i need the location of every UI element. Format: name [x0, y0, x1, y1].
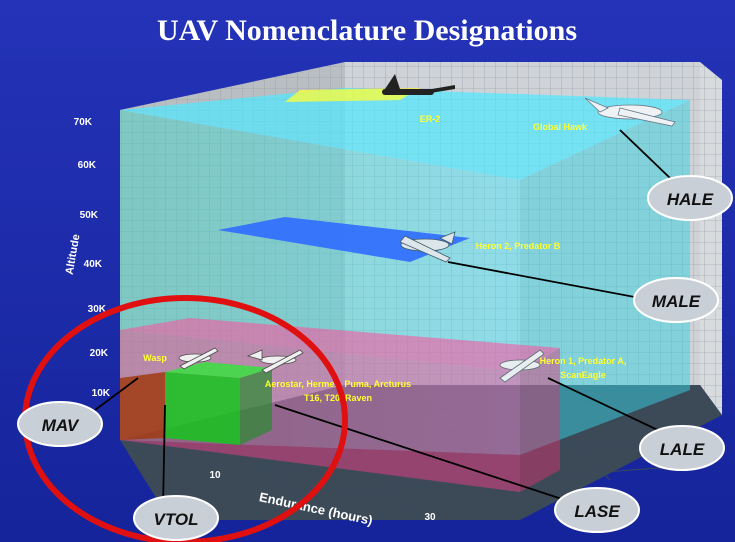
vtol-bubble: VTOL [133, 495, 219, 541]
mav-label: MAV [42, 416, 80, 435]
lale-bubble: LALE [639, 425, 725, 471]
lale-label: LALE [660, 440, 705, 459]
global-hawk-label: Global Hawk [533, 122, 588, 132]
heron1-label-line2: ScanEagle [560, 370, 606, 380]
y-tick: 50K [80, 210, 99, 221]
page-title: UAV Nomenclature Designations [157, 14, 577, 47]
hale-bubble: HALE [647, 175, 733, 221]
hale-zone-top [120, 88, 690, 180]
er2-label: ER-2 [420, 114, 441, 124]
x-tick: 10 [209, 470, 221, 481]
aerostar-aircraft-icon [246, 349, 304, 374]
y-tick: 70K [74, 117, 93, 128]
lase-zone [240, 368, 272, 445]
y-tick: 20K [90, 348, 109, 359]
wasp-aircraft-icon [178, 347, 219, 370]
heron1-aircraft-icon [499, 349, 545, 383]
er2-aircraft-icon [382, 74, 455, 95]
y-tick: 10K [92, 388, 111, 399]
y-tick: 30K [88, 304, 107, 315]
male-label: MALE [652, 292, 701, 311]
vtol-zone-top [165, 362, 272, 378]
wasp-label: Wasp [143, 353, 167, 363]
mav-bubble: MAV [17, 401, 103, 447]
heron2-label: Heron 2, Predator B [476, 241, 561, 251]
vtol-zone-front [165, 372, 240, 445]
low-zone-side [520, 348, 560, 492]
vtol-label: VTOL [153, 510, 198, 529]
y-tick: 60K [78, 160, 97, 171]
heron2-aircraft-icon [399, 231, 456, 263]
male-bubble: MALE [633, 277, 719, 323]
hale-label: HALE [667, 190, 714, 209]
y-axis-ticks: 70K 60K 50K 40K 30K 20K 10K [74, 117, 111, 399]
hale-zone-side [520, 100, 690, 455]
mav-zone [120, 372, 165, 440]
x-tick: 30 [424, 512, 436, 523]
lase-label: LASE [574, 502, 620, 521]
heron1-label-line1: Heron 1, Predator A, [540, 356, 627, 366]
lase-bubble: LASE [554, 487, 640, 533]
aerostar-label-line2: T16, T20, Raven [304, 393, 372, 403]
pointer-lines [94, 129, 671, 509]
low-zone-top [120, 318, 560, 372]
global-hawk-aircraft-icon [584, 97, 676, 127]
male-zone [218, 217, 470, 262]
y-tick: 40K [84, 259, 103, 270]
